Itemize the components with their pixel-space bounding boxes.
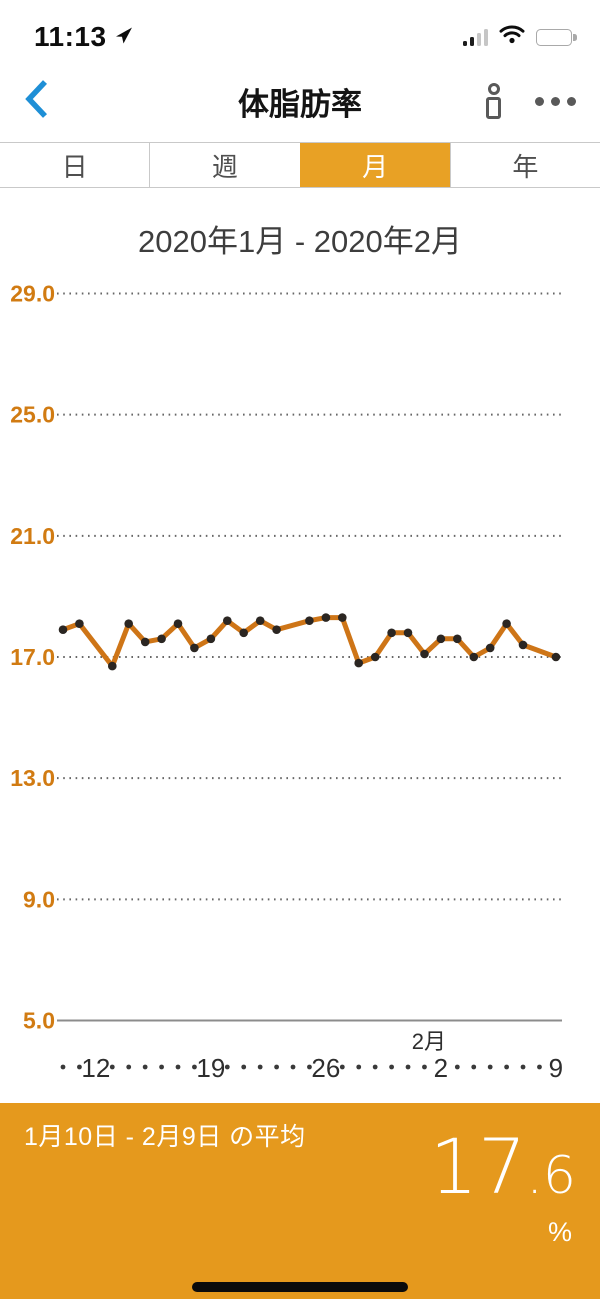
chevron-left-icon [24,79,50,124]
chart-section: 2020年1月 - 2020年2月 29.0 25.0 21.0 17.0 13.0 9.… [0,188,600,1103]
status-bar: 11:13 [0,0,600,60]
svg-text:25.0: 25.0 [10,402,55,428]
y-axis-labels: 29.0 25.0 21.0 17.0 13.0 9.0 5.0 [10,281,55,1034]
status-right [462,25,577,49]
tab-week[interactable]: 週 [149,143,300,187]
svg-text:29.0: 29.0 [10,281,55,307]
svg-text:17.0: 17.0 [10,644,55,670]
svg-text:13.0: 13.0 [10,765,55,791]
series-line [60,615,559,669]
more-options-button[interactable] [535,91,576,112]
tab-day[interactable]: 日 [0,143,150,187]
average-period-label: 1月10日 - 2月9日 の平均 [24,1123,306,1151]
location-arrow-icon [114,25,134,50]
back-button[interactable] [24,71,70,131]
svg-text:12: 12 [81,1053,110,1083]
tab-month[interactable]: 月 [299,143,450,187]
wifi-icon [499,25,525,49]
average-value-decimal: .6 [526,1146,576,1206]
battery-icon [536,28,577,46]
period-tab-bar: 日 週 月 年 [0,142,600,188]
record-entry-button[interactable] [486,83,501,119]
svg-text:2月: 2月 [412,1029,446,1054]
home-indicator[interactable] [192,1282,408,1292]
body-fat-line-chart[interactable]: 29.0 25.0 21.0 17.0 13.0 9.0 5.0 12 19 26 2 9 2月 [0,188,600,1103]
x-axis-labels: 12 19 26 2 9 2月 [60,1029,563,1083]
average-value-integer: 17 [429,1122,527,1211]
svg-text:9: 9 [549,1053,563,1083]
chart-period-title: 2020年1月 - 2020年2月 [138,224,462,259]
svg-text:2: 2 [434,1053,448,1083]
gridlines [57,292,562,1022]
status-left: 11:13 [34,21,134,53]
tab-year[interactable]: 年 [449,143,600,187]
navigation-header: 体脂肪率 [0,60,600,142]
svg-text:9.0: 9.0 [23,886,55,912]
cellular-signal-icon [462,28,488,46]
svg-text:5.0: 5.0 [23,1007,55,1033]
svg-text:19: 19 [196,1053,225,1083]
ellipsis-icon [535,96,544,106]
svg-text:26: 26 [311,1053,340,1083]
data-points [58,613,561,671]
average-value: 17.6 [430,1127,576,1207]
average-summary-panel: 1月10日 - 2月9日 の平均 17.6 % [0,1103,600,1299]
clock: 11:13 [34,21,107,52]
record-icon [487,83,500,95]
average-unit: % [547,1217,572,1247]
svg-text:21.0: 21.0 [10,523,55,549]
header-actions [486,83,576,119]
